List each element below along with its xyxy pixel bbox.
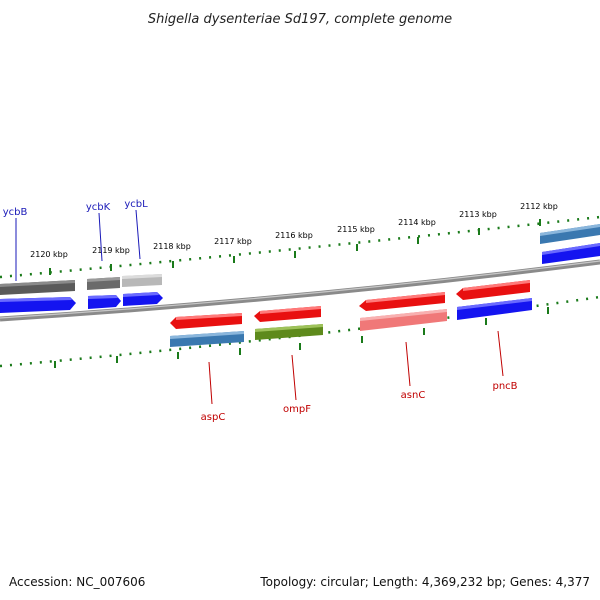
genome-summary-text: Topology: circular; Length: 4,369,232 bp… <box>259 575 590 589</box>
right-steelblue-block-shine <box>540 224 600 236</box>
reverse-features <box>170 280 532 347</box>
genome-backbone-highlight <box>0 260 600 319</box>
gene-label-pncB[interactable]: pncB <box>492 381 517 392</box>
tick-label-2115: 2115 kbp <box>337 225 375 234</box>
lower-major-ticks <box>54 307 549 368</box>
pncB-blue-block[interactable] <box>457 298 532 320</box>
ycbL-grey-block-shine <box>122 274 162 279</box>
aspC-gene-arrow-shine <box>176 313 242 320</box>
genome-backbone <box>0 259 600 322</box>
top-leader-lines <box>15 209 141 281</box>
tick-label-2114: 2114 kbp <box>398 218 436 227</box>
bottom-leader-lines <box>208 330 504 405</box>
map-title: Shigella dysenteriae Sd197, complete gen… <box>148 12 452 27</box>
tick-label-2113: 2113 kbp <box>459 210 497 219</box>
aspC-steelblue-block-shine <box>170 331 244 339</box>
ycbK-gene-arrow-shine <box>88 295 118 299</box>
ycbL-gene-arrow-shine <box>123 292 159 297</box>
asnC-gene-arrow-shine <box>366 292 445 303</box>
pncB-gene-arrow-shine <box>463 280 530 291</box>
tick-label-2118: 2118 kbp <box>153 242 191 251</box>
ycbK-grey-block-shine <box>87 277 120 282</box>
gene-label-ycbK[interactable]: ycbK <box>86 202 111 213</box>
tick-label-2119: 2119 kbp <box>92 246 130 255</box>
asnC-salmon-block[interactable] <box>360 309 447 331</box>
ompF-gene-arrow-shine <box>260 306 321 314</box>
tick-label-2120: 2120 kbp <box>30 250 68 259</box>
forward-features <box>0 224 600 313</box>
right-gene-arrow-shine <box>542 243 600 255</box>
asnC-salmon-block-shine <box>360 309 447 321</box>
gene-label-ycbB[interactable]: ycbB <box>3 207 28 218</box>
ycbB-gene-arrow-shine <box>0 297 72 302</box>
tick-label-2117: 2117 kbp <box>214 237 252 246</box>
gene-label-ycbL[interactable]: ycbL <box>124 199 148 210</box>
accession-text: Accession: NC_007606 <box>9 575 145 589</box>
gene-label-ompF[interactable]: ompF <box>283 404 311 415</box>
upper-tick-track <box>0 215 600 279</box>
upper-major-ticks <box>49 219 541 275</box>
ompF-olive-block-shine <box>255 324 323 332</box>
pncB-blue-block-shine <box>457 298 532 310</box>
gene-label-aspC[interactable]: aspC <box>201 412 226 423</box>
tick-label-2116: 2116 kbp <box>275 231 313 240</box>
tick-label-2112: 2112 kbp <box>520 202 558 211</box>
ycbB-grey-block-shine <box>0 280 75 287</box>
gene-label-asnC[interactable]: asnC <box>401 390 426 401</box>
